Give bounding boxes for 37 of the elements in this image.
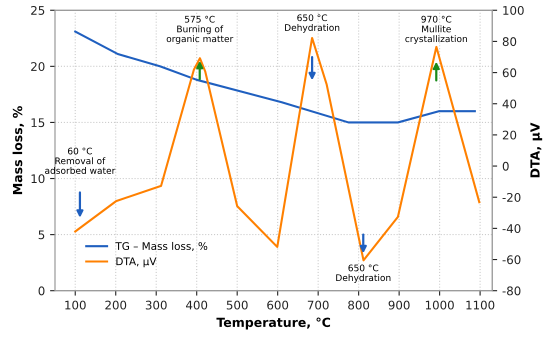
y-tick-label: 5: [38, 230, 44, 240]
y2-tick-label: -80: [502, 286, 520, 296]
y2-axis-title: DTA, μV: [530, 122, 542, 178]
y2-tick-label: 80: [502, 37, 516, 46]
y2-tick-label: 20: [502, 130, 516, 140]
annotation: 650 °C Dehydration: [285, 14, 340, 33]
y-axis-title: Mass loss, %: [12, 106, 24, 194]
y-tick-label: 10: [32, 174, 44, 184]
x-tick-label: 200: [105, 300, 126, 310]
y2-tick-label: 0: [502, 162, 509, 171]
y-tick-label: 20: [31, 62, 44, 71]
y2-tick-label: 40: [502, 99, 516, 108]
legend-label: TG – Mass loss, %: [115, 242, 208, 252]
x-tick-label: 1000: [426, 300, 454, 310]
x-tick-label: 900: [388, 300, 410, 310]
x-axis-title: Temperature, °C: [216, 318, 330, 330]
y2-tick-label: 60: [502, 68, 516, 78]
y-tick-label: 0: [38, 286, 44, 296]
annotation: 650 °C Dehydration: [336, 264, 390, 283]
legend-label: DTA, μV: [116, 258, 156, 268]
y-tick-label: 15: [32, 118, 44, 128]
x-tick-label: 600: [267, 300, 288, 310]
y2-tick-label: -20: [502, 192, 520, 202]
y2-tick-label: -40: [502, 224, 520, 234]
annotation: 60 °C Removal of adsorbed water: [45, 148, 116, 174]
y-tick-label: 25: [31, 6, 44, 15]
x-tick-label: 700: [308, 300, 329, 310]
annotation: 575 °C Burning of organic matter: [166, 16, 234, 44]
x-tick-label: 300: [146, 300, 167, 310]
annotation: 970 °C Mullite crystallization: [405, 16, 467, 44]
x-tick-label: 1100: [466, 300, 494, 310]
x-tick-label: 400: [186, 300, 208, 310]
x-tick-label: 800: [348, 300, 370, 310]
y2-tick-label: -60: [502, 255, 520, 264]
x-tick-label: 100: [65, 300, 86, 310]
y2-tick-label: 100: [503, 6, 524, 15]
x-tick-label: 500: [226, 300, 248, 310]
